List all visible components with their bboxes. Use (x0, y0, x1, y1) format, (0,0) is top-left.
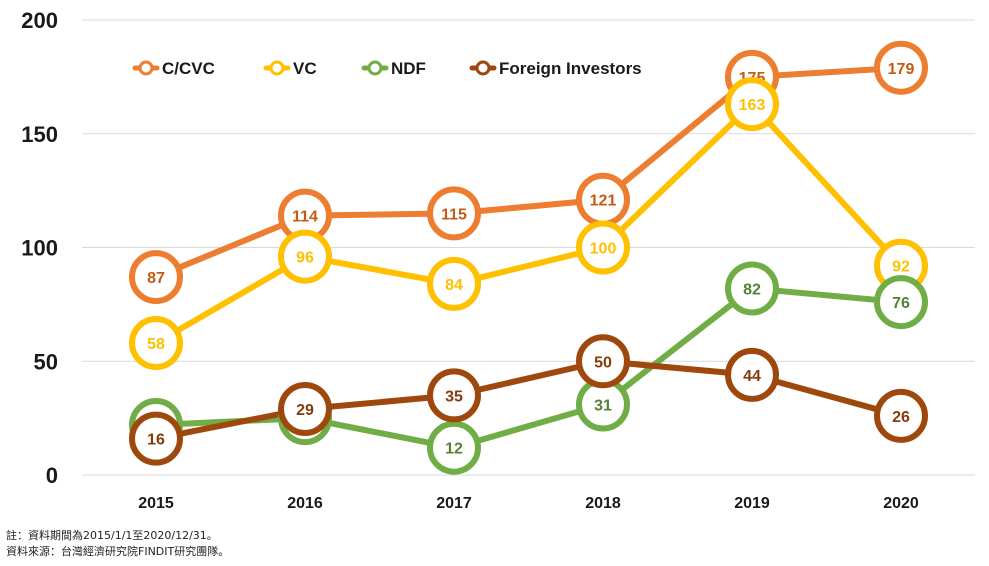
y-tick-label: 200 (21, 8, 58, 33)
data-label-c-cvc: 179 (888, 61, 915, 78)
series-line-vc (153, 101, 904, 347)
data-label-vc: 92 (892, 259, 910, 276)
data-label-foreign-investors: 50 (594, 354, 612, 371)
data-label-ndf: 76 (892, 295, 910, 312)
data-label-c-cvc: 121 (590, 193, 617, 210)
data-label-ndf: 31 (594, 397, 612, 414)
data-label-foreign-investors: 16 (147, 432, 165, 449)
legend: C/CVC VC NDF Foreign Investors (132, 59, 642, 78)
data-point-vc (278, 229, 332, 284)
data-points: 8711411512117517958968410016392222512318… (129, 40, 928, 475)
data-label-ndf: 82 (743, 281, 761, 298)
legend-marker (269, 60, 285, 76)
data-label-vc: 58 (147, 336, 165, 353)
series-line-ndf (153, 285, 904, 451)
data-label-foreign-investors: 29 (296, 402, 314, 419)
data-point-foreign-investors (129, 411, 183, 466)
line-chart: 0 50 100 150 200 2015 2016 2017 2018 2019 2020 87… (21, 8, 975, 512)
y-axis: 0 50 100 150 200 (21, 8, 58, 488)
y-tick-label: 50 (34, 349, 58, 374)
gridlines (82, 19, 975, 476)
data-label-vc: 163 (739, 97, 766, 114)
y-tick-label: 0 (46, 463, 58, 488)
data-label-c-cvc: 114 (292, 209, 318, 226)
data-label-vc: 84 (445, 277, 463, 294)
data-point-vc (576, 220, 630, 275)
legend-item-foreign-investors: Foreign Investors (469, 59, 642, 78)
legend-label: Foreign Investors (499, 59, 642, 78)
data-point-ndf (874, 275, 928, 330)
data-point-vc (427, 256, 481, 311)
data-point-vc (725, 77, 779, 132)
data-label-c-cvc: 87 (147, 270, 165, 287)
data-point-c-cvc (874, 40, 928, 95)
legend-item-vc: VC (263, 59, 317, 78)
data-label-ndf: 12 (445, 441, 463, 458)
x-tick-label: 2020 (883, 495, 919, 512)
data-point-c-cvc (427, 186, 481, 241)
y-tick-label: 100 (21, 236, 58, 261)
legend-label: C/CVC (162, 59, 215, 78)
data-point-vc (129, 316, 183, 371)
data-label-vc: 96 (296, 250, 314, 267)
note-period: 註：資料期間為2015/1/1至2020/12/31。 (6, 529, 218, 542)
legend-item-c-cvc: C/CVC (132, 59, 215, 78)
data-point-ndf (725, 261, 779, 316)
data-point-foreign-investors (576, 334, 630, 389)
series-line-c-cvc (153, 64, 904, 281)
x-tick-label: 2016 (287, 495, 323, 512)
data-point-foreign-investors (278, 382, 332, 437)
x-tick-label: 2017 (436, 495, 472, 512)
data-label-foreign-investors: 44 (743, 368, 761, 385)
data-point-foreign-investors (874, 388, 928, 443)
legend-item-ndf: NDF (361, 59, 426, 78)
legend-label: NDF (391, 59, 426, 78)
x-tick-label: 2019 (734, 495, 770, 512)
legend-marker (138, 60, 154, 76)
data-point-foreign-investors (725, 347, 779, 402)
legend-marker (367, 60, 383, 76)
legend-label: VC (293, 59, 317, 78)
series-lines (153, 64, 904, 451)
data-point-c-cvc (129, 250, 183, 305)
x-tick-label: 2018 (585, 495, 621, 512)
data-label-foreign-investors: 35 (445, 388, 463, 405)
data-label-foreign-investors: 26 (892, 409, 910, 426)
x-tick-label: 2015 (138, 495, 174, 512)
x-axis: 2015 2016 2017 2018 2019 2020 (138, 495, 919, 512)
legend-marker (475, 60, 491, 76)
data-label-c-cvc: 115 (441, 206, 467, 223)
data-point-ndf (427, 420, 481, 475)
data-point-foreign-investors (427, 368, 481, 423)
note-source: 資料來源：台灣經濟研究院FINDIT研究團隊。 (6, 545, 230, 558)
data-label-vc: 100 (590, 241, 617, 258)
y-tick-label: 150 (21, 122, 58, 147)
